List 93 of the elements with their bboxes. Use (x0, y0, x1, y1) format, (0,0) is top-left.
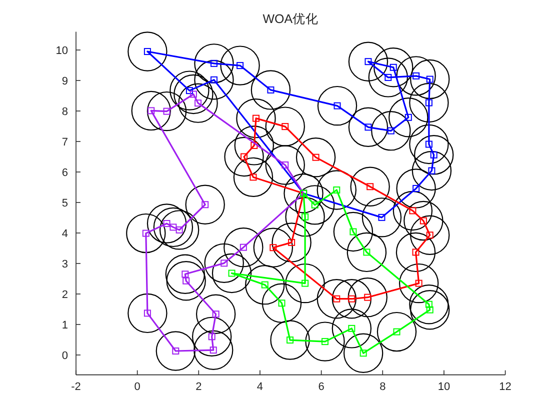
x-tick-label: 10 (438, 380, 450, 393)
point (412, 184, 420, 192)
point (412, 248, 420, 256)
y-tick-label: 5 (62, 197, 68, 210)
point (378, 214, 386, 221)
point (286, 336, 294, 344)
point (236, 62, 244, 70)
y-tick-label: 6 (62, 166, 68, 179)
point (360, 350, 367, 357)
point (278, 300, 286, 307)
point (426, 232, 434, 239)
point (212, 310, 220, 318)
x-tick-label: 12 (499, 380, 512, 393)
point (220, 260, 228, 267)
point (240, 153, 248, 160)
point (321, 338, 328, 346)
point (194, 100, 202, 107)
point (390, 64, 397, 71)
point (426, 306, 434, 314)
point (348, 324, 356, 332)
point (210, 76, 218, 84)
point (364, 294, 372, 301)
y-tick-label: 1 (62, 319, 68, 332)
y-tick-label: 2 (62, 288, 68, 301)
y-tick-label: 10 (56, 45, 68, 57)
point (261, 281, 268, 288)
point (393, 328, 400, 336)
x-tick-label: 2 (196, 380, 202, 393)
y-tick-label: 7 (62, 136, 68, 148)
point (144, 48, 151, 56)
point (182, 270, 189, 278)
point (364, 58, 372, 66)
point (252, 114, 260, 122)
point (148, 107, 155, 114)
point (186, 87, 193, 94)
point (425, 99, 432, 106)
point (366, 183, 374, 190)
point (426, 76, 434, 83)
point (387, 127, 394, 134)
y-tick-label: 3 (62, 258, 68, 270)
point (210, 346, 217, 354)
x-tick-label: -2 (71, 380, 81, 393)
point (282, 123, 289, 130)
point (311, 201, 318, 208)
y-tick-label: 9 (62, 75, 68, 88)
point (312, 154, 320, 161)
point (190, 90, 197, 98)
point (144, 310, 151, 317)
y-tick-label: 4 (62, 228, 68, 240)
point (415, 280, 422, 287)
x-tick-label: 6 (318, 380, 324, 393)
x-tick-label: 4 (256, 380, 264, 393)
point (288, 238, 296, 246)
point (163, 220, 170, 228)
y-tick-label: 0 (62, 350, 68, 362)
point (409, 207, 416, 214)
point (348, 295, 356, 302)
point (172, 348, 180, 355)
point (182, 277, 190, 284)
y-tick-label: 8 (62, 106, 68, 118)
point (350, 228, 357, 236)
point (210, 60, 218, 67)
point (412, 72, 420, 80)
point (364, 124, 372, 131)
point (176, 226, 183, 234)
point (228, 270, 236, 277)
point (420, 217, 427, 224)
point (240, 244, 247, 251)
point (425, 140, 432, 148)
point (250, 142, 258, 149)
x-tick-label: 0 (134, 380, 140, 393)
point (334, 102, 341, 110)
point (333, 186, 340, 194)
point (170, 224, 177, 231)
point (302, 280, 309, 287)
title: WOA优化 (262, 12, 319, 26)
point (333, 295, 340, 302)
point (267, 86, 274, 94)
point (142, 230, 150, 237)
x-tick-label: 8 (380, 380, 386, 393)
point (384, 74, 392, 81)
point (363, 248, 370, 256)
point (282, 161, 289, 168)
point (202, 201, 209, 208)
point (302, 213, 309, 220)
point (430, 151, 438, 158)
point (270, 244, 277, 252)
point (163, 108, 170, 115)
point (425, 300, 432, 308)
point (404, 114, 412, 121)
point (208, 333, 216, 340)
point (250, 174, 257, 181)
point (428, 167, 436, 174)
